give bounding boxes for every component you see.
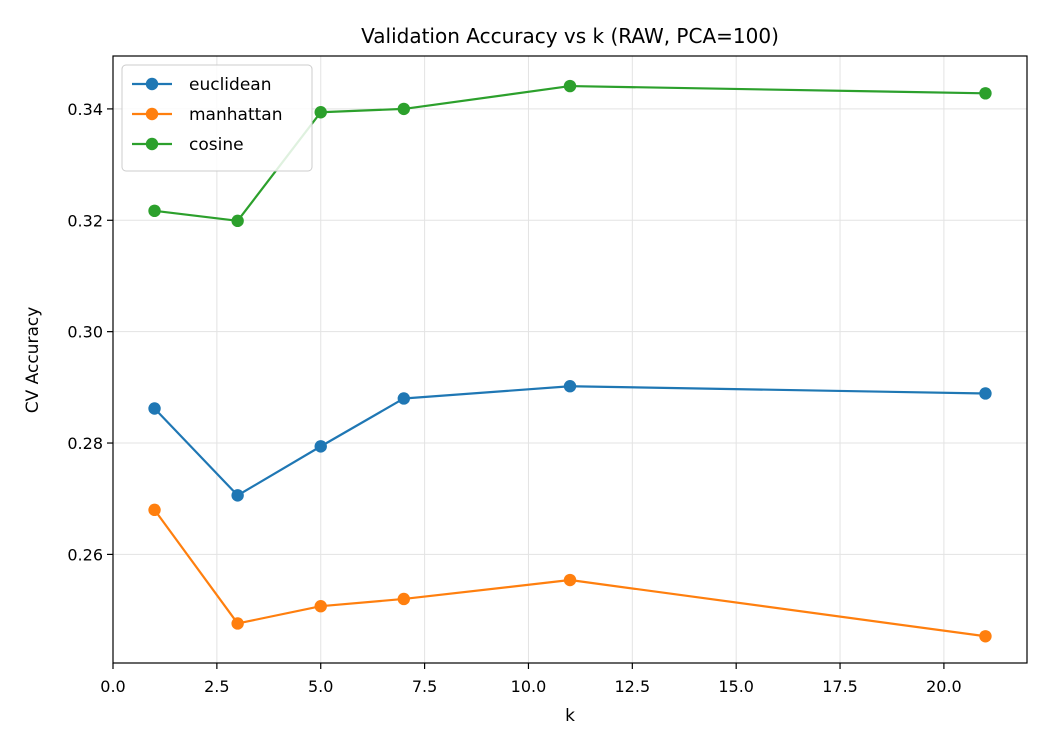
x-tick-label: 12.5 [615, 677, 651, 696]
y-tick-label: 0.30 [67, 323, 103, 342]
data-point-manhattan [979, 630, 992, 643]
data-point-cosine [231, 214, 244, 228]
data-point-cosine [397, 102, 411, 116]
x-tick-label: 5.0 [308, 677, 333, 696]
legend-label: cosine [189, 135, 244, 155]
legend-label: euclidean [189, 75, 271, 95]
x-tick-label: 2.5 [204, 677, 229, 696]
series-line-cosine [154, 84, 986, 222]
data-point-euclidean [979, 387, 992, 400]
legend-marker [145, 107, 159, 121]
x-tick-label: 15.0 [718, 677, 754, 696]
data-point-cosine [314, 106, 327, 119]
x-tick-label: 7.5 [412, 677, 437, 696]
x-tick-label: 0.0 [100, 677, 125, 696]
x-tick-label: 17.5 [822, 677, 858, 696]
legend-marker [145, 77, 159, 91]
legend-item-euclidean: euclidean [132, 75, 271, 95]
y-tick-label: 0.34 [67, 100, 103, 119]
x-tick-label: 10.0 [511, 677, 547, 696]
legend-item-cosine: cosine [132, 135, 244, 155]
data-point-euclidean [397, 392, 411, 405]
series-cosine [148, 79, 992, 228]
data-point-manhattan [148, 503, 161, 517]
data-point-euclidean [314, 440, 327, 453]
y-tick-label: 0.28 [67, 434, 103, 453]
y-tick-label: 0.26 [67, 545, 103, 564]
tick-layer: 0.0 2.5 5.0 7.5 10.0 12.5 15.0 17.5 20.0 0.26 0.28… [67, 100, 961, 696]
legend: euclidean manhattan cosine [121, 64, 313, 172]
data-point-euclidean [231, 489, 244, 502]
series-euclidean [148, 380, 992, 502]
data-point-manhattan [231, 617, 244, 630]
y-tick-label: 0.32 [67, 211, 103, 230]
x-tick-label: 20.0 [926, 677, 962, 696]
data-point-euclidean [563, 380, 577, 393]
legend-marker [145, 137, 159, 151]
grid-layer [112, 56, 1027, 663]
series-layer [148, 79, 992, 643]
data-point-cosine [563, 79, 577, 93]
legend-label: manhattan [189, 105, 282, 125]
data-point-cosine [148, 204, 161, 218]
legend-item-manhattan: manhattan [132, 105, 282, 125]
data-point-manhattan [314, 599, 327, 613]
data-point-euclidean [148, 402, 161, 415]
y-axis-label: CV Accuracy [23, 307, 43, 414]
data-point-manhattan [563, 573, 577, 587]
x-axis-label: k [565, 706, 575, 726]
data-point-cosine [979, 87, 992, 100]
series-manhattan [148, 503, 992, 643]
series-line-manhattan [153, 509, 986, 638]
chart-title: Validation Accuracy vs k (RAW, PCA=100) [361, 24, 779, 48]
plot-frame [112, 55, 1028, 664]
series-line-euclidean [153, 385, 986, 497]
data-point-manhattan [397, 592, 411, 606]
